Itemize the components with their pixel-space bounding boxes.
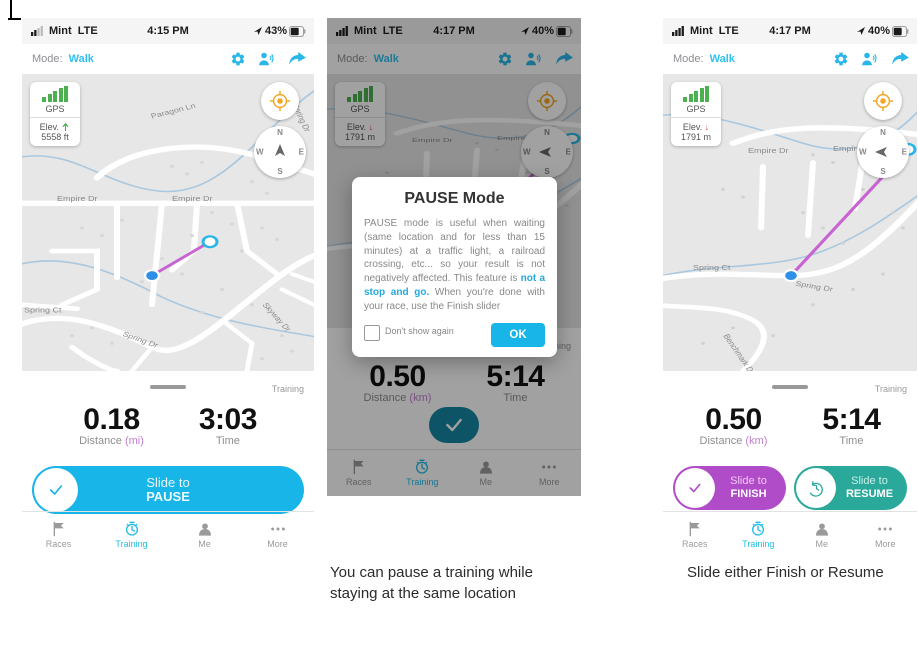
svg-text:Empire Dr: Empire Dr <box>748 147 789 155</box>
svg-text:Empire Dr: Empire Dr <box>172 195 213 203</box>
svg-text:Empire Dr: Empire Dr <box>57 195 98 203</box>
svg-text:Spring Ct: Spring Ct <box>24 306 62 314</box>
svg-text:Spring Ct: Spring Ct <box>693 264 731 272</box>
